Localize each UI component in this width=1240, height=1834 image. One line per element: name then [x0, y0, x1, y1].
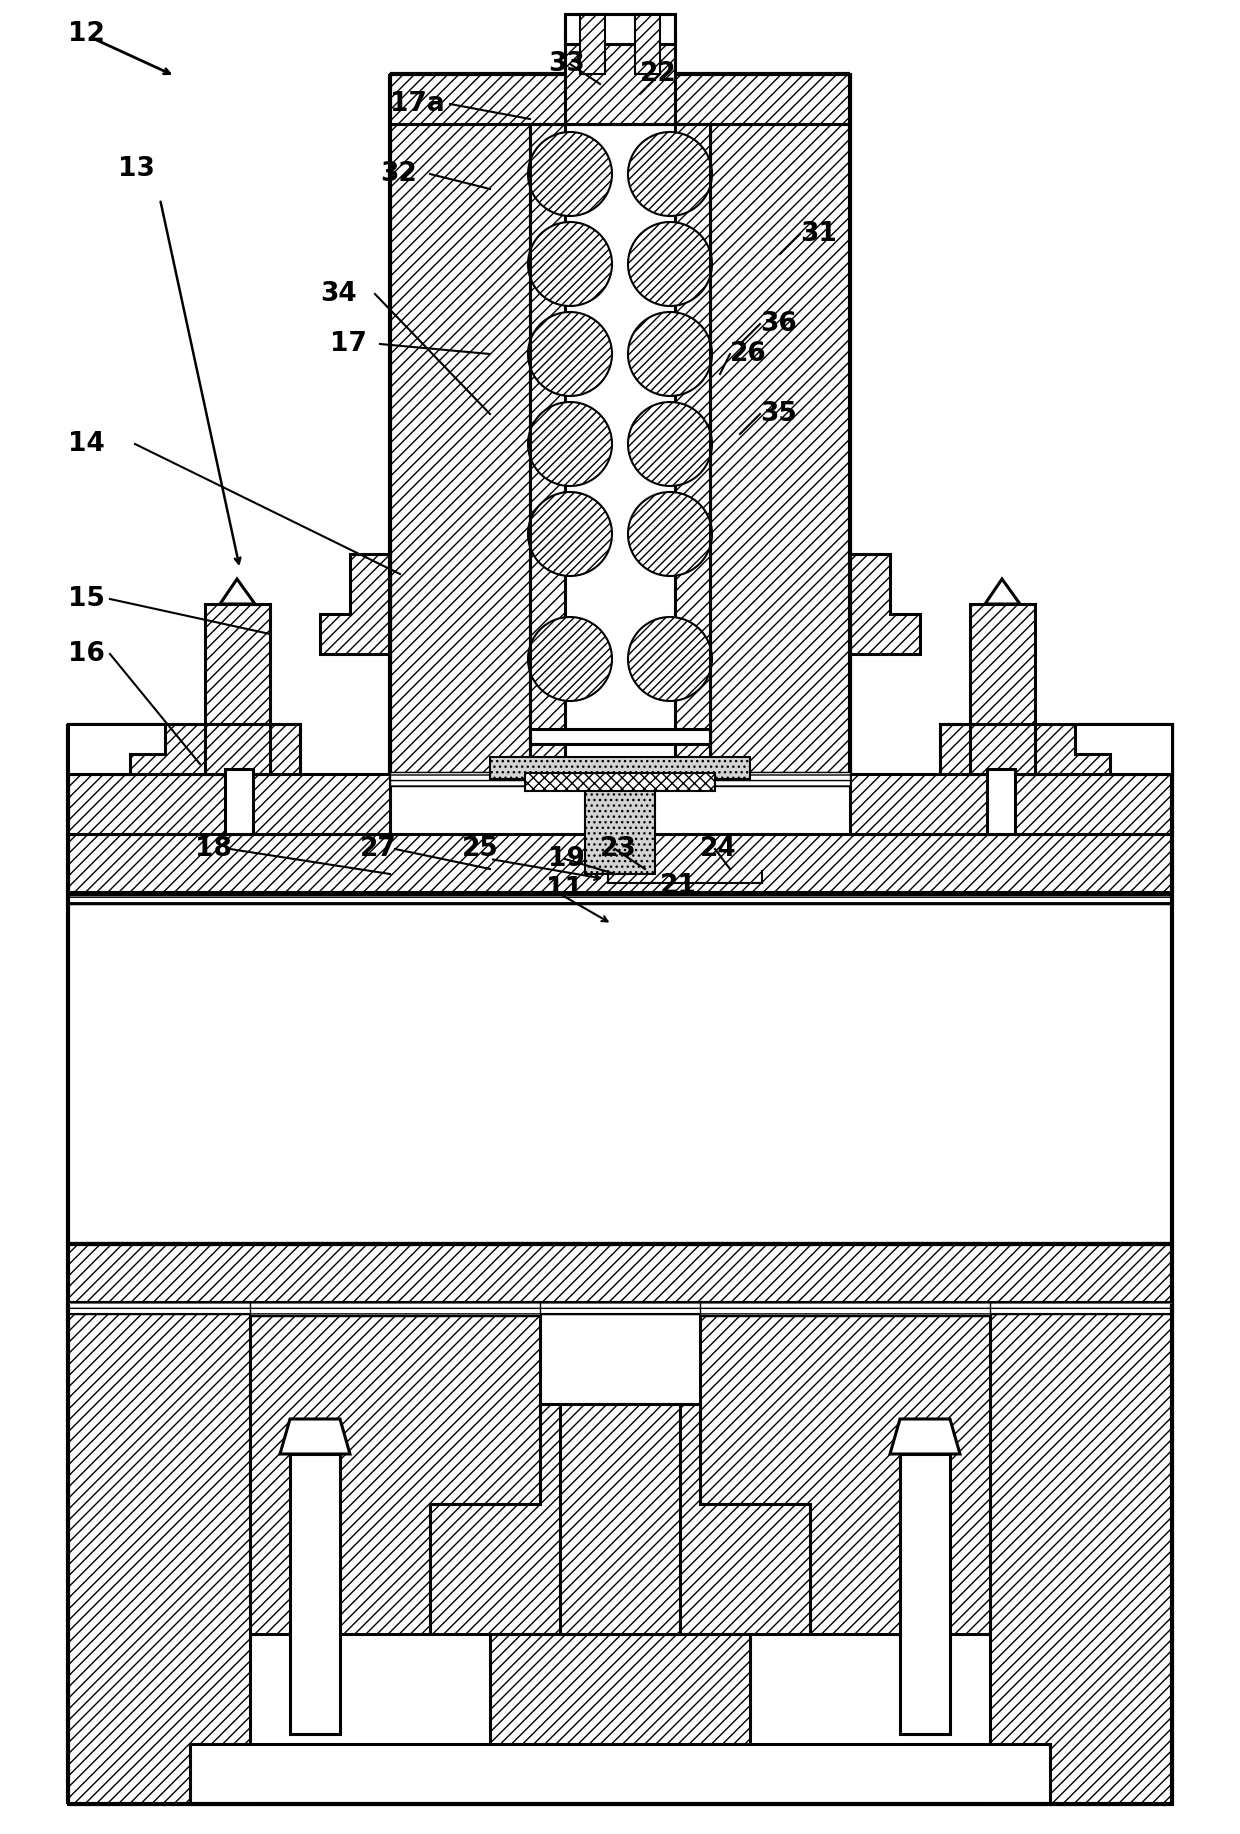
- Text: 31: 31: [800, 222, 837, 248]
- Polygon shape: [68, 1304, 250, 1805]
- Circle shape: [528, 616, 613, 701]
- Text: 14: 14: [68, 431, 104, 457]
- Bar: [490, 757, 750, 779]
- Circle shape: [528, 492, 613, 576]
- Text: 13: 13: [118, 156, 155, 182]
- Polygon shape: [250, 1304, 539, 1634]
- Polygon shape: [701, 1304, 990, 1634]
- Text: 17: 17: [330, 330, 367, 358]
- Polygon shape: [985, 580, 1021, 603]
- Polygon shape: [68, 774, 391, 834]
- Bar: [68, 891, 1172, 904]
- Text: 24: 24: [701, 836, 737, 862]
- Bar: [190, 1744, 1050, 1805]
- Polygon shape: [68, 724, 165, 774]
- Text: 34: 34: [320, 281, 357, 306]
- Polygon shape: [280, 1420, 350, 1454]
- Polygon shape: [68, 834, 1172, 893]
- Polygon shape: [990, 1304, 1172, 1805]
- Circle shape: [627, 132, 712, 216]
- Bar: [490, 1634, 750, 1744]
- Circle shape: [528, 402, 613, 486]
- Bar: [580, 15, 605, 73]
- Text: 11: 11: [546, 877, 583, 902]
- Polygon shape: [849, 554, 920, 655]
- Bar: [970, 603, 1035, 774]
- Text: 22: 22: [640, 61, 677, 86]
- Polygon shape: [940, 724, 1172, 774]
- Circle shape: [528, 132, 613, 216]
- Text: 17a: 17a: [391, 92, 445, 117]
- Bar: [205, 603, 270, 774]
- Text: 15: 15: [68, 587, 105, 613]
- Text: 33: 33: [548, 51, 585, 77]
- Polygon shape: [711, 125, 849, 774]
- Polygon shape: [68, 724, 300, 774]
- Circle shape: [627, 312, 712, 396]
- Bar: [391, 772, 849, 787]
- Polygon shape: [849, 774, 1172, 834]
- Circle shape: [627, 402, 712, 486]
- Circle shape: [528, 222, 613, 306]
- Polygon shape: [219, 580, 255, 603]
- Bar: [565, 35, 675, 125]
- Bar: [560, 1405, 680, 1634]
- Bar: [987, 768, 1016, 834]
- Bar: [701, 1302, 990, 1317]
- Text: 12: 12: [68, 20, 105, 48]
- Bar: [565, 15, 675, 44]
- Polygon shape: [391, 125, 529, 774]
- Polygon shape: [320, 554, 391, 655]
- Circle shape: [627, 222, 712, 306]
- Text: 25: 25: [463, 836, 498, 862]
- Bar: [250, 1302, 539, 1317]
- Text: 18: 18: [195, 836, 232, 862]
- Bar: [529, 125, 565, 774]
- Text: 26: 26: [730, 341, 766, 367]
- Text: 36: 36: [760, 312, 797, 337]
- Polygon shape: [391, 73, 849, 125]
- Bar: [529, 728, 711, 745]
- Circle shape: [528, 312, 613, 396]
- Bar: [68, 1243, 1172, 1304]
- Bar: [290, 1454, 340, 1733]
- Bar: [900, 1454, 950, 1733]
- Text: 32: 32: [379, 161, 417, 187]
- Text: 16: 16: [68, 642, 105, 668]
- Bar: [68, 1302, 1172, 1313]
- Circle shape: [627, 616, 712, 701]
- Polygon shape: [430, 1405, 810, 1634]
- Polygon shape: [890, 1420, 960, 1454]
- Bar: [635, 15, 660, 73]
- Bar: [525, 772, 715, 790]
- Text: 23: 23: [600, 836, 637, 862]
- Bar: [675, 125, 711, 774]
- Text: 21: 21: [660, 873, 697, 899]
- Polygon shape: [1075, 724, 1172, 774]
- Bar: [224, 768, 253, 834]
- Text: 35: 35: [760, 402, 797, 427]
- Circle shape: [627, 492, 712, 576]
- Text: 27: 27: [360, 836, 397, 862]
- Bar: [585, 779, 655, 875]
- Text: 19: 19: [548, 845, 585, 871]
